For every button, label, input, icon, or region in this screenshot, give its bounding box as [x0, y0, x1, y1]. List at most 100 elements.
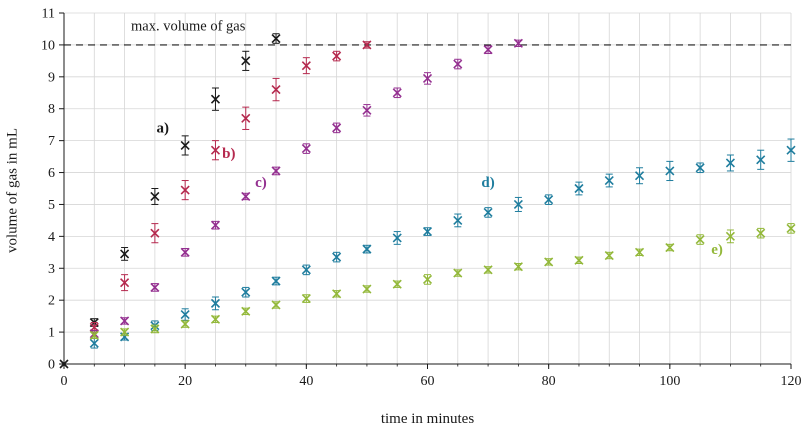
data-point-marker: [150, 191, 160, 202]
data-point-marker: [544, 195, 554, 205]
data-point-marker: [392, 279, 402, 289]
data-point-marker: [725, 158, 735, 168]
data-point-marker: [150, 282, 160, 292]
y-tick-label: 6: [48, 166, 55, 181]
data-point-marker: [695, 163, 705, 173]
y-tick-label: 11: [42, 7, 55, 22]
data-point-marker: [180, 309, 190, 320]
data-point-marker: [120, 278, 130, 288]
data-point-marker: [453, 215, 463, 225]
data-point-marker: [604, 250, 614, 261]
y-tick-label: 5: [48, 198, 55, 213]
data-point-marker: [301, 144, 311, 154]
data-point-marker: [453, 59, 463, 69]
data-point-marker: [513, 262, 523, 272]
data-point-marker: [59, 359, 69, 369]
x-tick-label: 20: [178, 374, 192, 389]
data-point-marker: [210, 145, 221, 155]
x-axis-title: time in minutes: [380, 411, 475, 427]
y-tick-label: 4: [48, 230, 55, 245]
data-point-marker: [634, 171, 645, 181]
data-point-marker: [665, 166, 675, 176]
data-point-marker: [544, 257, 554, 267]
data-point-marker: [210, 314, 221, 324]
data-point-marker: [271, 33, 281, 44]
data-point-marker: [120, 327, 130, 337]
data-point-marker: [362, 40, 372, 50]
data-point-marker: [332, 51, 342, 61]
data-point-marker: [725, 231, 735, 241]
data-point-marker: [634, 247, 645, 257]
data-point-marker: [301, 265, 311, 275]
x-tick-label: 60: [421, 374, 435, 389]
data-point-marker: [756, 155, 766, 165]
data-point-marker: [150, 324, 160, 334]
reference-line-label: max. volume of gas: [131, 19, 246, 35]
data-point-marker: [150, 228, 160, 238]
data-point-marker: [271, 276, 281, 286]
data-point-marker: [271, 300, 281, 310]
x-tick-label: 100: [659, 374, 680, 389]
data-point-marker: [362, 244, 372, 254]
data-point-marker: [301, 294, 311, 304]
data-point-marker: [180, 319, 190, 329]
series-label: d): [481, 175, 494, 191]
series-label: e): [711, 242, 723, 258]
data-point-marker: [89, 330, 99, 340]
data-point-marker: [241, 191, 251, 202]
data-point-marker: [271, 85, 281, 95]
data-point-marker: [241, 306, 251, 316]
series-label: a): [157, 121, 170, 137]
y-tick-label: 3: [48, 262, 55, 277]
data-point-marker: [453, 268, 463, 278]
data-point-marker: [422, 274, 433, 285]
data-point-marker: [332, 289, 342, 299]
x-tick-label: 40: [299, 374, 313, 389]
data-point-marker: [756, 228, 766, 238]
x-tick-label: 120: [781, 374, 802, 389]
data-point-marker: [392, 88, 402, 98]
data-point-marker: [483, 207, 493, 217]
data-point-marker: [241, 113, 251, 123]
data-point-marker: [241, 56, 251, 66]
data-point-marker: [786, 223, 796, 233]
data-point-marker: [271, 166, 281, 176]
data-point-marker: [362, 105, 372, 115]
data-point-marker: [210, 220, 221, 230]
data-point-marker: [513, 199, 523, 210]
data-point-marker: [574, 255, 584, 265]
data-point-marker: [210, 298, 221, 308]
data-point-marker: [241, 287, 251, 297]
data-point-marker: [665, 242, 675, 253]
data-point-marker: [695, 234, 705, 245]
data-point-marker: [332, 123, 342, 133]
series-label: c): [255, 175, 267, 191]
y-tick-label: 8: [48, 102, 55, 117]
data-point-marker: [180, 247, 190, 257]
x-tick-label: 0: [61, 374, 68, 389]
data-point-marker: [120, 249, 130, 259]
x-tick-label: 80: [542, 374, 556, 389]
y-tick-label: 1: [48, 326, 55, 341]
data-point-marker: [513, 38, 523, 48]
data-point-marker: [604, 175, 614, 186]
data-point-marker: [332, 252, 342, 262]
data-point-marker: [483, 45, 493, 55]
data-point-marker: [180, 140, 190, 150]
y-tick-label: 2: [48, 294, 55, 309]
data-point-marker: [89, 338, 99, 348]
data-point-marker: [301, 61, 311, 71]
data-point-marker: [392, 233, 402, 243]
data-point-marker: [483, 265, 493, 275]
data-point-marker: [574, 183, 584, 194]
data-point-marker: [180, 185, 190, 195]
data-point-marker: [422, 227, 433, 237]
y-tick-label: 7: [48, 134, 55, 149]
data-point-marker: [120, 316, 130, 326]
y-tick-label: 0: [48, 358, 55, 373]
y-tick-label: 10: [41, 38, 55, 53]
data-point-marker: [362, 284, 372, 294]
data-point-marker: [422, 73, 433, 83]
